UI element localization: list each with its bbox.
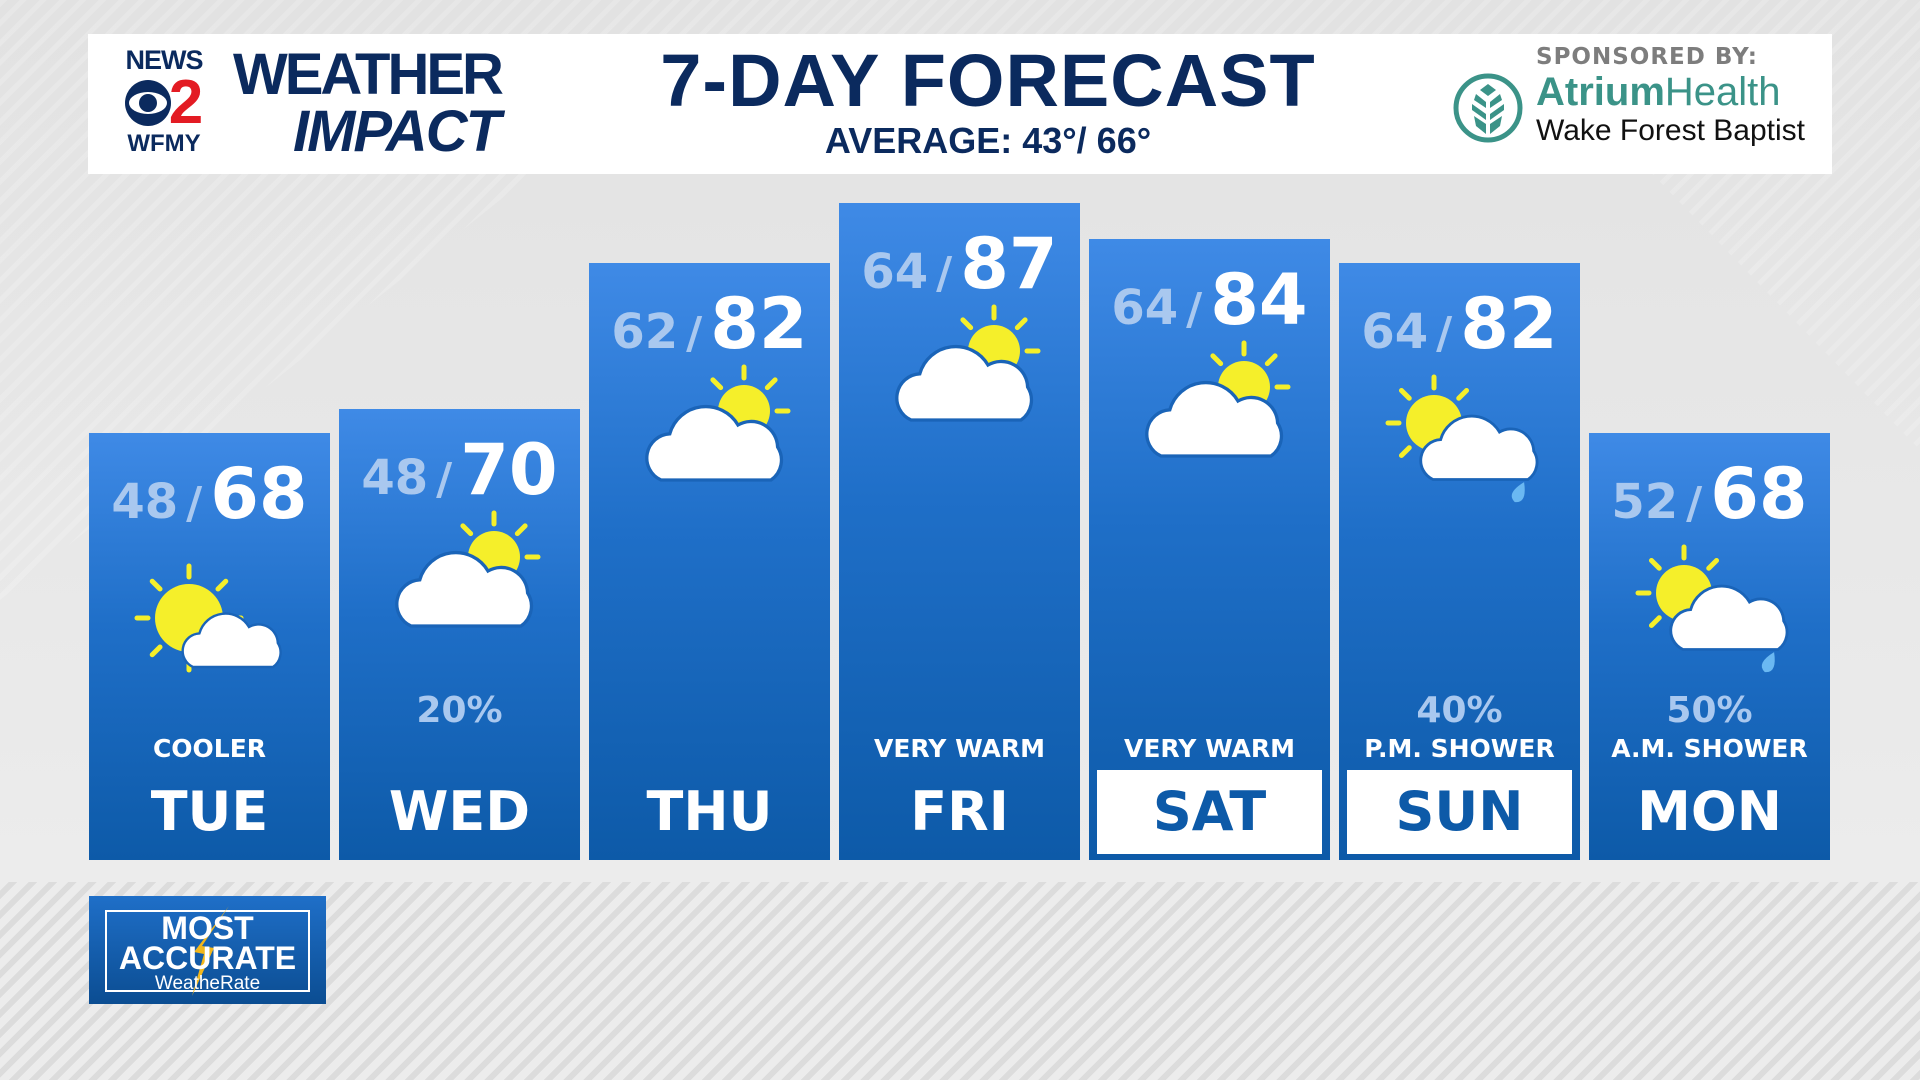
day-label: TUE — [150, 780, 269, 843]
temperature: 48/70 — [339, 429, 580, 511]
low-temp: 62 — [611, 304, 679, 360]
forecast-column-sun: 64/82 40% P.M. SHOWER SUN — [1339, 263, 1580, 860]
average-temps: AVERAGE: 43°/ 66° — [824, 120, 1152, 161]
sponsor-name: AtriumHealth — [1536, 70, 1781, 115]
forecast-column-fri: 64/87 VERY WARM FRI — [839, 203, 1080, 860]
high-temp: 68 — [1710, 453, 1808, 535]
temperature: 48/68 — [89, 453, 330, 535]
badge-line1: MOST — [161, 910, 254, 946]
logo-news: NEWS — [125, 45, 204, 75]
temp-separator: / — [1186, 284, 1203, 335]
temp-separator: / — [186, 478, 203, 529]
precip-chance: 50% — [1666, 690, 1753, 731]
precip-chance: 20% — [416, 690, 503, 731]
weather-impact-logo: WEATHER IMPACT — [233, 42, 504, 164]
sponsor-name-2: Health — [1664, 70, 1781, 114]
cloud-sun-icon — [1145, 340, 1291, 458]
day-label: FRI — [910, 780, 1009, 843]
low-temp: 52 — [1611, 474, 1679, 530]
condition-desc: VERY WARM — [1123, 734, 1296, 763]
condition-desc: COOLER — [152, 734, 267, 763]
logo-callsign: WFMY — [127, 130, 201, 157]
day-label: SAT — [1097, 770, 1322, 854]
page-title: 7-DAY FORECAST — [660, 39, 1316, 122]
day-label: THU — [646, 780, 773, 843]
sun-cloud-rain-icon — [1635, 544, 1789, 673]
temp-separator: / — [436, 454, 453, 505]
cloud-sun-icon — [895, 304, 1041, 422]
day-label: SUN — [1347, 770, 1572, 854]
temperature: 64/87 — [839, 223, 1080, 305]
low-temp: 64 — [1111, 280, 1179, 336]
most-accurate-badge: MOST ACCURATE WeatheRate — [89, 896, 326, 1004]
brand-line1: WEATHER — [233, 42, 504, 107]
day-label: MON — [1637, 780, 1782, 843]
high-temp: 68 — [210, 453, 308, 535]
atrium-leaf-icon — [1453, 73, 1523, 143]
precip-chance: 40% — [1416, 690, 1503, 731]
low-temp: 64 — [1361, 304, 1429, 360]
high-temp: 87 — [960, 223, 1058, 305]
high-temp: 82 — [710, 283, 808, 365]
sun-cloud-rain-icon — [1385, 374, 1539, 503]
condition-desc: VERY WARM — [873, 734, 1046, 763]
forecast-column-wed: 48/70 20% WED — [339, 409, 580, 860]
forecast-column-thu: 62/82 THU — [589, 263, 830, 860]
brand-line2: IMPACT — [293, 99, 501, 164]
high-temp: 84 — [1210, 259, 1308, 341]
cloud-sun-icon — [645, 364, 791, 482]
low-temp: 48 — [361, 450, 429, 506]
temp-separator: / — [936, 248, 953, 299]
temp-separator: / — [686, 308, 703, 359]
forecast-column-mon: 52/68 50% A.M. SHOWER MON — [1589, 433, 1830, 860]
sponsor-subname: Wake Forest Baptist — [1536, 114, 1805, 147]
low-temp: 48 — [111, 474, 179, 530]
day-label: WED — [388, 780, 531, 843]
condition-desc: A.M. SHOWER — [1611, 734, 1808, 763]
sun-cloud-icon — [134, 563, 282, 673]
sponsor-name-1: Atrium — [1536, 70, 1665, 114]
temperature: 64/82 — [1339, 283, 1580, 365]
condition-desc: P.M. SHOWER — [1364, 734, 1555, 763]
logo-number: 2 — [168, 68, 204, 137]
header-bar: NEWS 2 WFMY WEATHER IMPACT 7-DAY FORECAS… — [88, 34, 1832, 174]
temp-separator: / — [1686, 478, 1703, 529]
temperature: 64/84 — [1089, 259, 1330, 341]
forecast-column-sat: 64/84 VERY WARM SAT — [1089, 239, 1330, 860]
sponsor-label: SPONSORED BY: — [1536, 44, 1758, 70]
badge-line2: ACCURATE — [118, 940, 297, 976]
temperature: 62/82 — [589, 283, 830, 365]
high-temp: 70 — [460, 429, 558, 511]
cbs-eye-icon — [124, 80, 171, 126]
badge-frame — [105, 910, 310, 992]
temperature: 52/68 — [1589, 453, 1830, 535]
station-logo: NEWS 2 WFMY — [114, 46, 214, 156]
cloud-sun-icon — [395, 510, 541, 628]
temp-separator: / — [1436, 308, 1453, 359]
lightning-icon — [192, 906, 229, 996]
high-temp: 82 — [1460, 283, 1558, 365]
forecast-column-tue: 48/68 COOLER TUE — [89, 433, 330, 860]
low-temp: 64 — [861, 244, 929, 300]
badge-line3: WeatheRate — [154, 973, 261, 994]
